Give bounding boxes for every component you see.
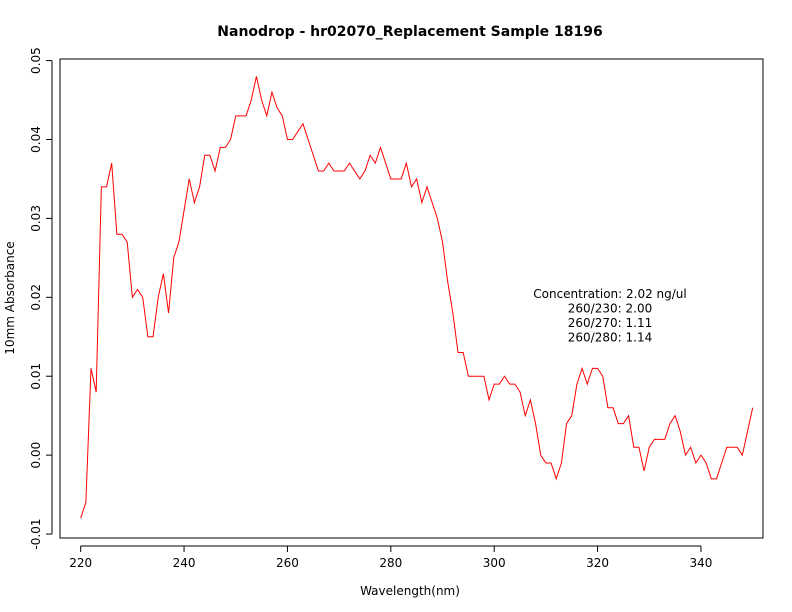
annotation-line: 260/230: 2.00 [568,302,652,316]
y-axis-label: 10mm Absorbance [3,241,17,354]
annotation-line: Concentration: 2.02 ng/ul [533,287,687,301]
y-tick-label: 0.03 [29,205,43,232]
y-tick-label: 0.01 [29,363,43,390]
y-tick-label: 0.04 [29,126,43,153]
y-tick-label: -0.01 [29,519,43,550]
x-tick-label: 260 [276,556,299,570]
y-tick-label: 0.02 [29,284,43,311]
x-tick-label: 240 [173,556,196,570]
x-tick-label: 220 [69,556,92,570]
x-tick-label: 300 [483,556,506,570]
plot-frame [59,58,764,539]
absorbance-series-line [80,76,754,519]
x-axis-label: Wavelength(nm) [360,584,460,598]
annotation-line: 260/270: 1.11 [568,316,652,330]
x-tick-label: 340 [690,556,713,570]
x-tick-label: 280 [379,556,402,570]
y-tick-label: 0.00 [29,442,43,469]
y-tick-label: 0.05 [29,47,43,74]
y-axis: -0.01 0.00 0.01 0.02 0.03 0.04 0.05 [29,47,53,550]
chart-title: Nanodrop - hr02070_Replacement Sample 18… [217,24,602,40]
x-axis: 220 240 260 280 300 320 340 [69,545,713,570]
annotation-line: 260/280: 1.14 [568,331,652,345]
x-tick-label: 320 [586,556,609,570]
